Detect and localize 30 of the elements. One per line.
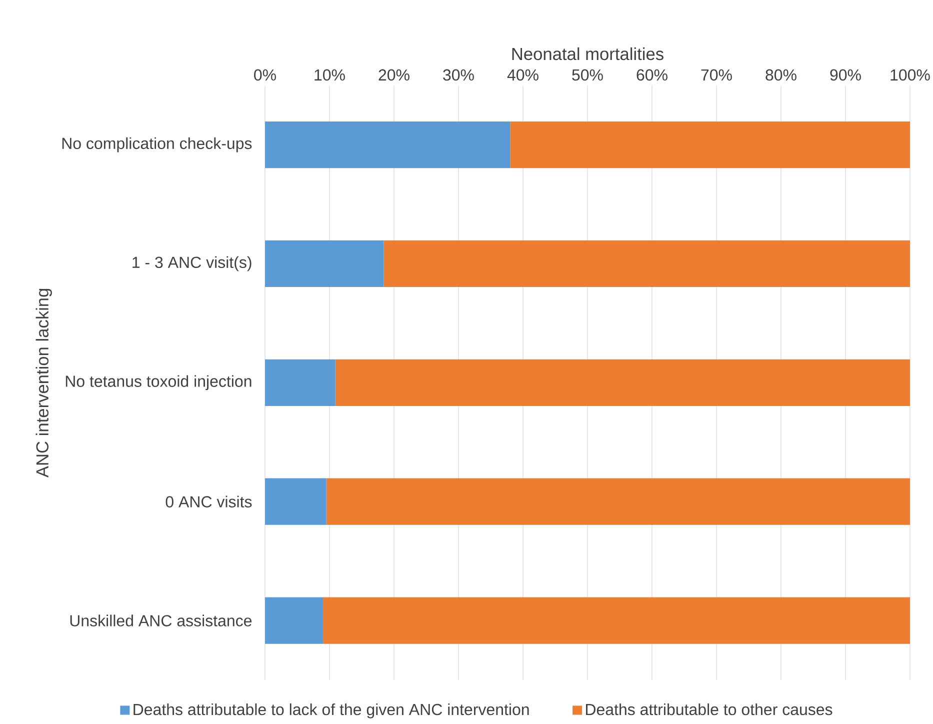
bar: [265, 359, 336, 406]
y-tick-label: Unskilled ANC assistance: [70, 614, 252, 626]
bar: [265, 240, 384, 288]
x-tick-label: 20%: [378, 69, 410, 81]
bar: [510, 121, 910, 168]
bar: [265, 121, 510, 168]
x-tick-label: 50%: [572, 69, 603, 81]
y-tick-label: No tetanus toxoid injection: [66, 375, 252, 390]
x-tick-label: 100%: [890, 69, 930, 81]
y-axis-title: ANC intervention lacking: [36, 288, 52, 478]
x-tick-label: 80%: [766, 69, 796, 81]
y-tick-label: 0 ANC visits: [166, 496, 252, 508]
bar: [265, 597, 324, 644]
legend-label: Deaths attributable to lack of the given ANC intervention: [134, 703, 529, 718]
y-tick-label: No complication check-ups: [62, 137, 252, 152]
x-tick-label: 60%: [636, 69, 668, 81]
x-tick-label: 10%: [314, 69, 345, 81]
bar: [384, 240, 910, 288]
legend-label: Deaths attributable to other causes: [586, 703, 832, 716]
bar: [335, 359, 910, 406]
x-tick-label: 70%: [701, 69, 732, 81]
bar: [265, 478, 326, 525]
y-tick-label: 1 - 3 ANC visit(s): [132, 256, 252, 272]
x-tick-label: 0%: [254, 69, 276, 81]
x-tick-label: 40%: [507, 69, 538, 81]
bar: [326, 478, 910, 525]
bar: [323, 597, 910, 644]
x-axis-title: Neonatal mortalities: [512, 47, 664, 60]
x-tick-label: 30%: [443, 69, 474, 81]
x-tick-label: 90%: [830, 69, 861, 81]
